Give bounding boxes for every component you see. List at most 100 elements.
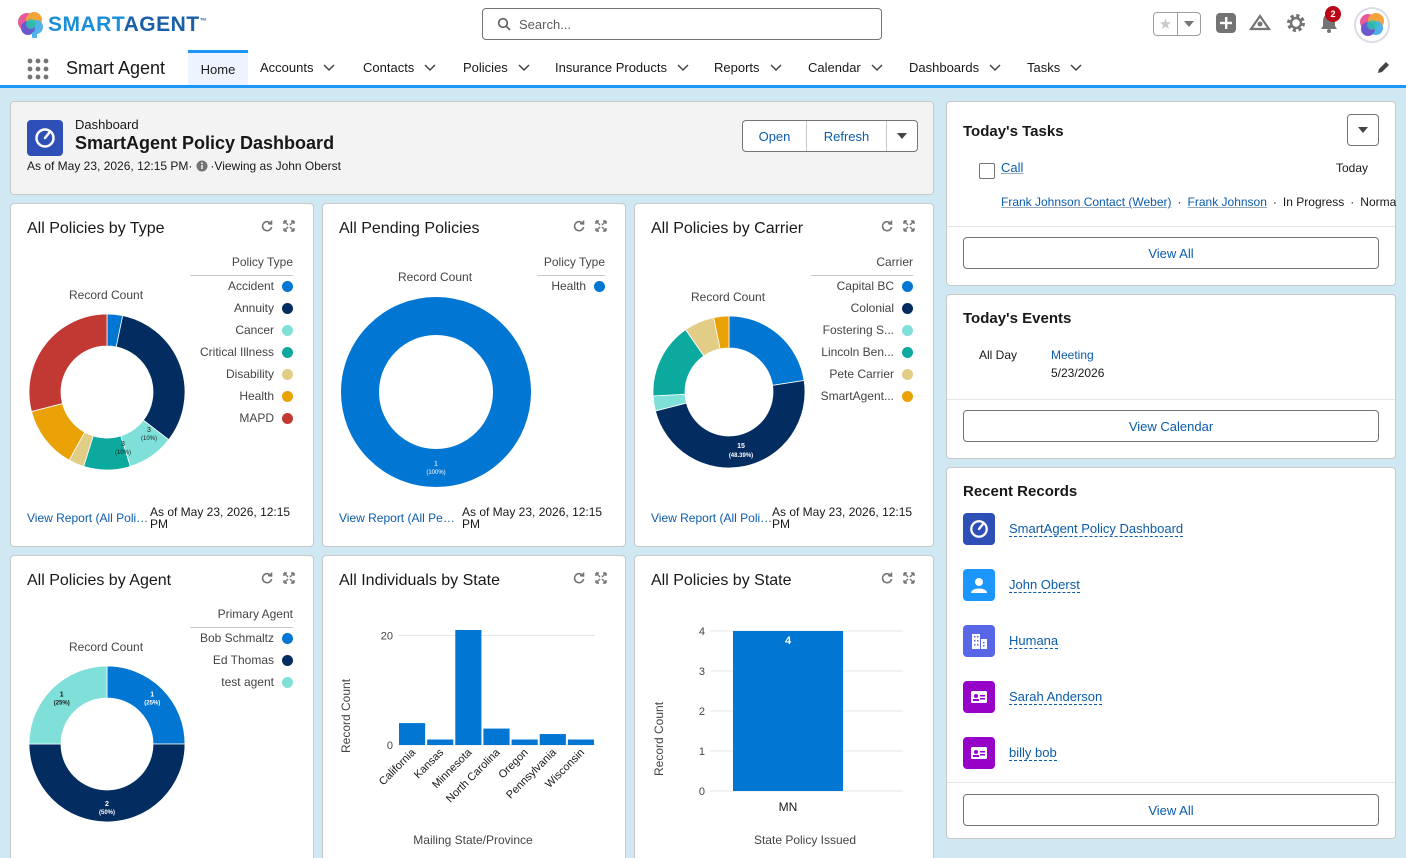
legend-item-disability[interactable]: Disability <box>190 367 293 381</box>
task-contact-link[interactable]: Frank Johnson <box>1187 195 1267 209</box>
recent-record-link[interactable]: Sarah Anderson <box>1009 689 1103 705</box>
donut-slice-health[interactable] <box>341 297 531 487</box>
view-all-recent-button[interactable]: View All <box>963 794 1379 826</box>
tab-home[interactable]: Home <box>188 50 248 85</box>
favorites-button[interactable]: ★ <box>1153 12 1201 36</box>
legend-item-capital-bc[interactable]: Capital BC <box>811 279 913 293</box>
tab-policies[interactable]: Policies <box>463 50 530 85</box>
tasks-menu-button[interactable] <box>1347 114 1379 146</box>
view-report-link[interactable]: View Report (All Policies by Carrier) <box>651 511 773 525</box>
open-button[interactable]: Open <box>743 121 807 151</box>
recent-record-item[interactable]: Humana <box>963 625 1059 657</box>
expand-icon[interactable] <box>903 220 915 232</box>
bar-pennsylvania[interactable] <box>539 734 566 745</box>
view-all-tasks-button[interactable]: View All <box>963 237 1379 269</box>
chevron-down-icon[interactable] <box>1070 63 1082 72</box>
donut-chart[interactable]: 1 (25%) 2 (50%) 1 (25%) <box>27 664 187 824</box>
donut-slice-capital-bc[interactable] <box>728 315 805 386</box>
app-logo[interactable]: SMARTAGENT™ <box>16 8 207 42</box>
expand-icon[interactable] <box>903 572 915 584</box>
view-report-link[interactable]: View Report (All Pending Policies) <box>339 511 461 525</box>
tab-tasks[interactable]: Tasks <box>1027 50 1082 85</box>
legend-item-mapd[interactable]: MAPD <box>190 411 293 425</box>
view-report-link[interactable]: View Report (All Policies by Type) <box>27 511 149 525</box>
legend-item-critical-illness[interactable]: Critical Illness <box>190 345 293 359</box>
setup-gear-icon[interactable] <box>1285 12 1307 34</box>
expand-icon[interactable] <box>283 220 295 232</box>
legend-item-health[interactable]: Health <box>190 389 293 403</box>
view-calendar-button[interactable]: View Calendar <box>963 410 1379 442</box>
legend-item-colonial[interactable]: Colonial <box>811 301 913 315</box>
legend-item-fostering-s[interactable]: Fostering S... <box>811 323 913 337</box>
chevron-down-icon[interactable] <box>323 63 336 72</box>
bar-chart[interactable]: Record Count 020CaliforniaKansasMinnesot… <box>323 616 623 846</box>
donut-chart[interactable]: 3 (10%) 3 (10%) <box>27 312 187 472</box>
chevron-down-icon[interactable] <box>770 63 782 72</box>
chevron-down-icon[interactable] <box>518 63 530 72</box>
recent-record-link[interactable]: billy bob <box>1009 745 1057 761</box>
global-add-icon[interactable] <box>1215 12 1237 34</box>
tab-contacts[interactable]: Contacts <box>363 50 436 85</box>
refresh-icon[interactable] <box>573 220 585 232</box>
legend-item-health[interactable]: Health <box>537 279 605 293</box>
recent-record-item[interactable]: SmartAgent Policy Dashboard <box>963 513 1184 545</box>
recent-record-link[interactable]: SmartAgent Policy Dashboard <box>1009 521 1184 537</box>
legend-item-test-agent[interactable]: test agent <box>190 675 293 689</box>
refresh-button[interactable]: Refresh <box>807 121 887 151</box>
task-subject-link[interactable]: Call <box>1001 160 1024 175</box>
donut-slice-annuity[interactable] <box>115 315 186 441</box>
task-related-link[interactable]: Frank Johnson Contact (Weber) <box>1001 195 1172 209</box>
task-checkbox[interactable] <box>979 163 995 179</box>
donut-slice-colonial[interactable] <box>654 380 806 469</box>
bar-oregon[interactable] <box>511 739 538 745</box>
expand-icon[interactable] <box>283 572 295 584</box>
refresh-icon[interactable] <box>573 572 585 584</box>
chevron-down-icon[interactable] <box>677 63 689 72</box>
refresh-icon[interactable] <box>261 220 273 232</box>
refresh-icon[interactable] <box>261 572 273 584</box>
donut-slice-test-agent[interactable] <box>28 665 108 745</box>
tab-insurance-products[interactable]: Insurance Products <box>555 50 689 85</box>
donut-slice-mapd[interactable] <box>28 313 108 413</box>
donut-slice-smartagent[interactable] <box>713 315 730 350</box>
recent-record-link[interactable]: John Oberst <box>1009 577 1080 593</box>
bar-wisconsin[interactable] <box>567 739 594 745</box>
legend-item-smartagent[interactable]: SmartAgent... <box>811 389 913 403</box>
legend-item-ed-thomas[interactable]: Ed Thomas <box>190 653 293 667</box>
favorites-dropdown-icon[interactable] <box>1178 13 1200 35</box>
legend-item-lincoln-ben[interactable]: Lincoln Ben... <box>811 345 913 359</box>
app-launcher-icon[interactable] <box>27 58 49 80</box>
bar-minnesota[interactable] <box>455 630 482 745</box>
tab-dashboards[interactable]: Dashboards <box>909 50 1001 85</box>
expand-icon[interactable] <box>595 220 607 232</box>
star-icon[interactable]: ★ <box>1154 13 1178 35</box>
refresh-icon[interactable] <box>881 220 893 232</box>
tab-accounts[interactable]: Accounts <box>260 50 336 85</box>
legend-item-bob-schmaltz[interactable]: Bob Schmaltz <box>190 631 293 645</box>
event-name-link[interactable]: Meeting <box>1051 348 1094 362</box>
donut-chart[interactable]: 15 (48.39%) <box>651 314 807 470</box>
bar-kansas[interactable] <box>427 739 454 745</box>
recent-record-item[interactable]: Sarah Anderson <box>963 681 1103 713</box>
refresh-icon[interactable] <box>881 572 893 584</box>
tab-calendar[interactable]: Calendar <box>808 50 883 85</box>
edit-nav-pencil-icon[interactable] <box>1376 61 1390 75</box>
chevron-down-icon[interactable] <box>989 63 1001 72</box>
bar-north-carolina[interactable] <box>483 728 510 745</box>
chevron-down-icon[interactable] <box>871 63 883 72</box>
donut-chart[interactable]: 1 (100%) <box>340 296 532 488</box>
dashboard-menu-button[interactable] <box>887 121 917 151</box>
legend-item-annuity[interactable]: Annuity <box>190 301 293 315</box>
expand-icon[interactable] <box>595 572 607 584</box>
trailhead-guidance-icon[interactable] <box>1249 12 1271 34</box>
bar-mn[interactable] <box>733 631 844 791</box>
info-icon[interactable] <box>196 160 208 172</box>
legend-item-cancer[interactable]: Cancer <box>190 323 293 337</box>
legend-item-accident[interactable]: Accident <box>190 279 293 293</box>
user-avatar[interactable] <box>1354 7 1390 43</box>
legend-item-pete-carrier[interactable]: Pete Carrier <box>811 367 913 381</box>
donut-slice-ed-thomas[interactable] <box>28 743 186 823</box>
recent-record-link[interactable]: Humana <box>1009 633 1059 649</box>
recent-record-item[interactable]: billy bob <box>963 737 1057 769</box>
chevron-down-icon[interactable] <box>424 63 436 72</box>
